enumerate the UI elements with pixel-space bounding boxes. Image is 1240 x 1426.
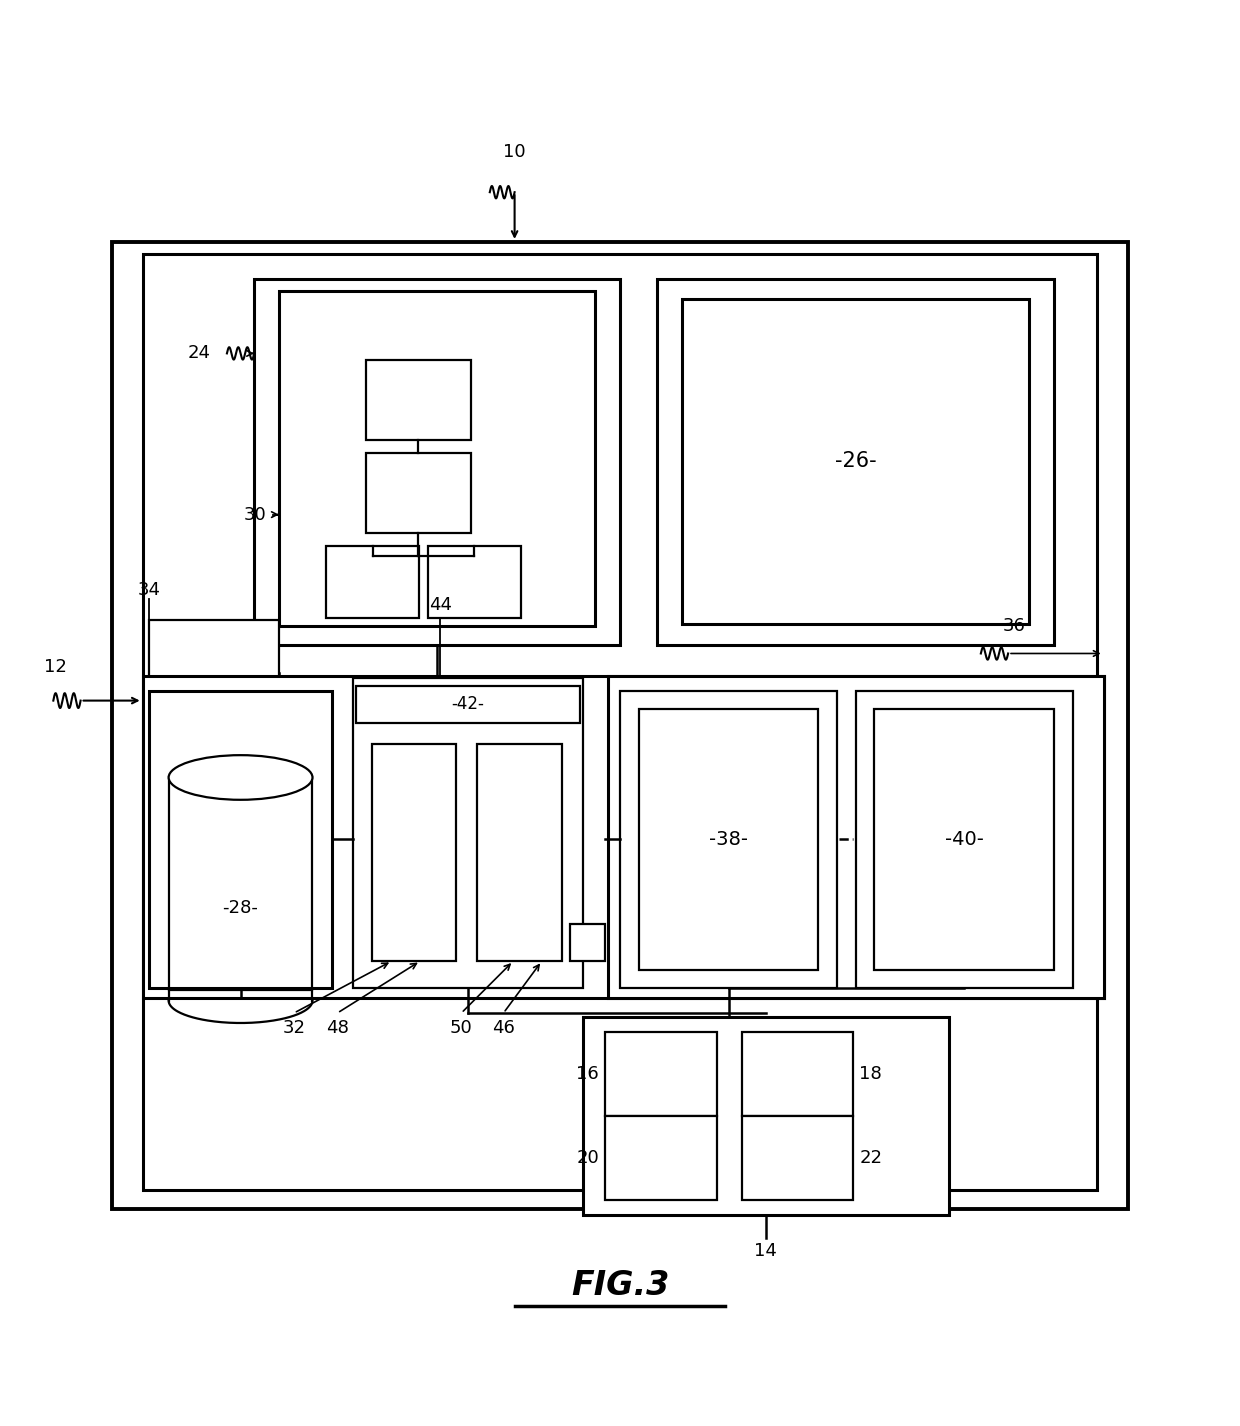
- Bar: [356, 686, 580, 723]
- Text: 18: 18: [859, 1065, 882, 1082]
- Text: 50: 50: [450, 1020, 472, 1037]
- Bar: [742, 1117, 853, 1201]
- Bar: [372, 744, 456, 961]
- Text: 20: 20: [577, 1149, 599, 1166]
- Text: 14: 14: [754, 1242, 777, 1261]
- Bar: [366, 359, 471, 441]
- Ellipse shape: [169, 756, 312, 800]
- Text: 30: 30: [244, 506, 267, 523]
- Text: 22: 22: [859, 1149, 883, 1166]
- Text: 34: 34: [138, 580, 160, 599]
- Bar: [149, 620, 279, 726]
- Text: FIG.3: FIG.3: [570, 1269, 670, 1302]
- Bar: [605, 1031, 717, 1117]
- Bar: [143, 676, 1104, 998]
- Bar: [583, 1017, 949, 1215]
- Bar: [353, 679, 583, 988]
- Text: 10: 10: [503, 143, 526, 161]
- Bar: [639, 709, 818, 970]
- Text: 48: 48: [326, 1020, 348, 1037]
- Text: -28-: -28-: [223, 898, 258, 917]
- Bar: [112, 242, 1128, 1209]
- Bar: [608, 676, 1104, 998]
- Bar: [570, 924, 605, 961]
- Text: -26-: -26-: [835, 451, 877, 471]
- Bar: [620, 690, 837, 988]
- Bar: [366, 452, 471, 533]
- Text: -42-: -42-: [451, 696, 485, 713]
- Bar: [742, 1031, 853, 1117]
- Bar: [856, 690, 1073, 988]
- Text: 46: 46: [492, 1020, 515, 1037]
- Bar: [477, 744, 562, 961]
- Bar: [143, 254, 1097, 1191]
- Bar: [149, 690, 332, 988]
- Bar: [254, 279, 620, 645]
- Text: 44: 44: [429, 596, 451, 613]
- Text: 24: 24: [187, 345, 211, 362]
- Text: 16: 16: [577, 1065, 599, 1082]
- Bar: [657, 279, 1054, 645]
- Bar: [682, 299, 1029, 623]
- Bar: [428, 546, 521, 617]
- Text: 12: 12: [45, 657, 67, 676]
- Text: 32: 32: [283, 1020, 305, 1037]
- Text: 36: 36: [1003, 617, 1025, 635]
- Text: -40-: -40-: [945, 830, 983, 848]
- Bar: [279, 291, 595, 626]
- Bar: [874, 709, 1054, 970]
- Bar: [605, 1117, 717, 1201]
- Bar: [326, 546, 419, 617]
- Text: -38-: -38-: [709, 830, 748, 848]
